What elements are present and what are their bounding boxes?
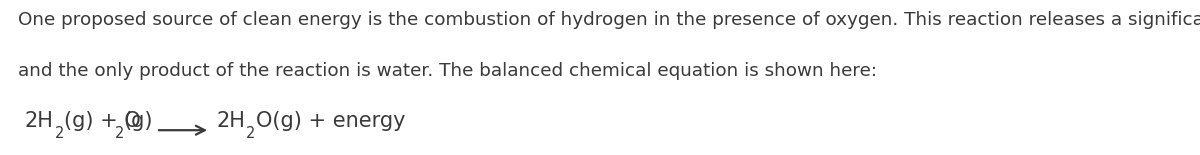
Text: 2: 2 [55,126,64,141]
Text: 2: 2 [246,126,256,141]
Text: 2H: 2H [216,111,245,131]
Text: and the only product of the reaction is water. The balanced chemical equation is: and the only product of the reaction is … [18,62,877,80]
Text: (g) + O: (g) + O [64,111,140,131]
Text: One proposed source of clean energy is the combustion of hydrogen in the presenc: One proposed source of clean energy is t… [18,11,1200,29]
Text: 2H: 2H [24,111,53,131]
Text: 2: 2 [115,126,125,141]
Text: O(g) + energy: O(g) + energy [256,111,406,131]
Text: (g): (g) [124,111,154,131]
